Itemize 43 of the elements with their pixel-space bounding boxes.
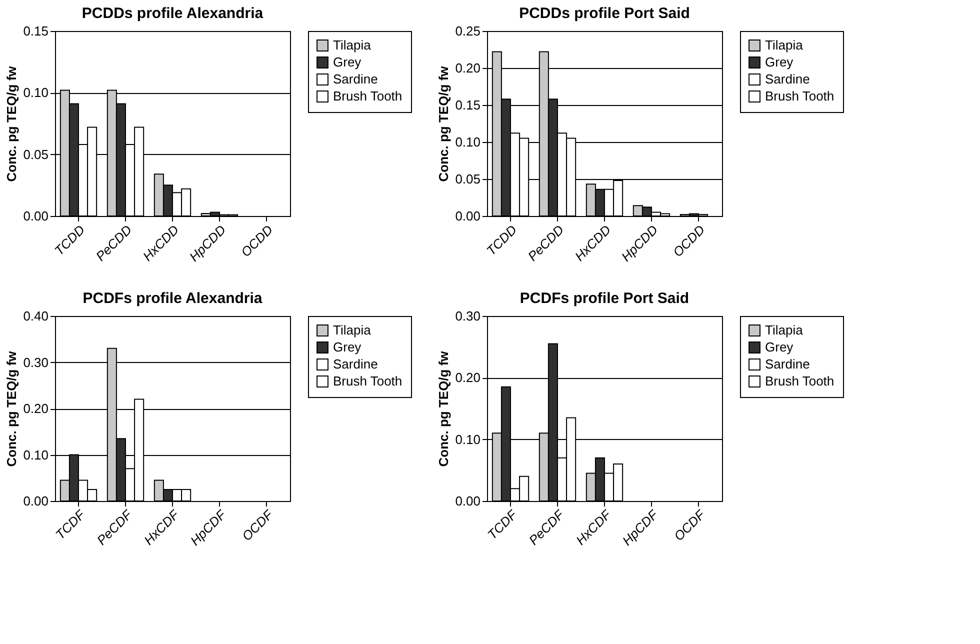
- legend-label: Grey: [333, 340, 362, 354]
- chart-title: PCDDs profile Port Said: [519, 5, 690, 22]
- legend-label: Tilapia: [333, 38, 372, 52]
- y-tick-label: 0.00: [23, 494, 48, 508]
- y-tick-label: 0.05: [23, 146, 48, 162]
- y-tick-label: 0.20: [23, 401, 48, 416]
- legend-label: Sardine: [333, 356, 378, 372]
- legend-label: Grey: [765, 340, 794, 354]
- y-tick-label: 0.20: [455, 60, 480, 76]
- y-tick-label: 0.40: [23, 308, 48, 324]
- y-axis-title: Conc. pg TEQ/g fw: [436, 350, 452, 467]
- legend-label: Brush Tooth: [333, 88, 402, 104]
- legend-label: Tilapia: [765, 38, 804, 52]
- y-tick-label: 0.15: [23, 24, 48, 38]
- legend-label: Sardine: [765, 356, 810, 372]
- y-tick-label: 0.05: [455, 172, 480, 186]
- legend-label: Tilapia: [333, 322, 372, 338]
- legend-label: Grey: [333, 54, 362, 70]
- legend-label: Tilapia: [765, 322, 804, 338]
- legend-label: Sardine: [333, 72, 378, 86]
- y-tick-label: 0.30: [23, 354, 48, 370]
- y-axis-title: Conc. pg TEQ/g fw: [436, 65, 452, 182]
- y-tick-label: 0.00: [455, 208, 480, 224]
- legend-label: Sardine: [765, 72, 810, 86]
- y-tick-label: 0.20: [455, 370, 480, 386]
- y-tick-label: 0.30: [455, 308, 480, 324]
- y-axis-title: Conc. pg TEQ/g fw: [4, 350, 20, 467]
- legend-label: Brush Tooth: [765, 374, 834, 388]
- y-tick-label: 0.25: [455, 24, 480, 38]
- y-tick-label: 0.00: [455, 494, 480, 508]
- y-tick-label: 0.15: [455, 98, 480, 112]
- y-tick-label: 0.10: [455, 134, 480, 150]
- legend-label: Grey: [765, 54, 794, 70]
- chart-title: PCDFs profile Alexandria: [82, 290, 263, 307]
- y-axis-title: Conc. pg TEQ/g fw: [4, 65, 20, 182]
- legend-label: Brush Tooth: [765, 88, 834, 104]
- chart-title: PCDDs profile Alexandria: [82, 5, 264, 22]
- legend-label: Brush Tooth: [333, 374, 402, 388]
- chart-title: PCDFs profile Port Said: [520, 290, 690, 307]
- y-tick-label: 0.10: [23, 85, 48, 100]
- y-tick-label: 0.10: [23, 447, 48, 462]
- y-tick-label: 0.10: [455, 432, 480, 447]
- y-tick-label: 0.00: [23, 208, 48, 224]
